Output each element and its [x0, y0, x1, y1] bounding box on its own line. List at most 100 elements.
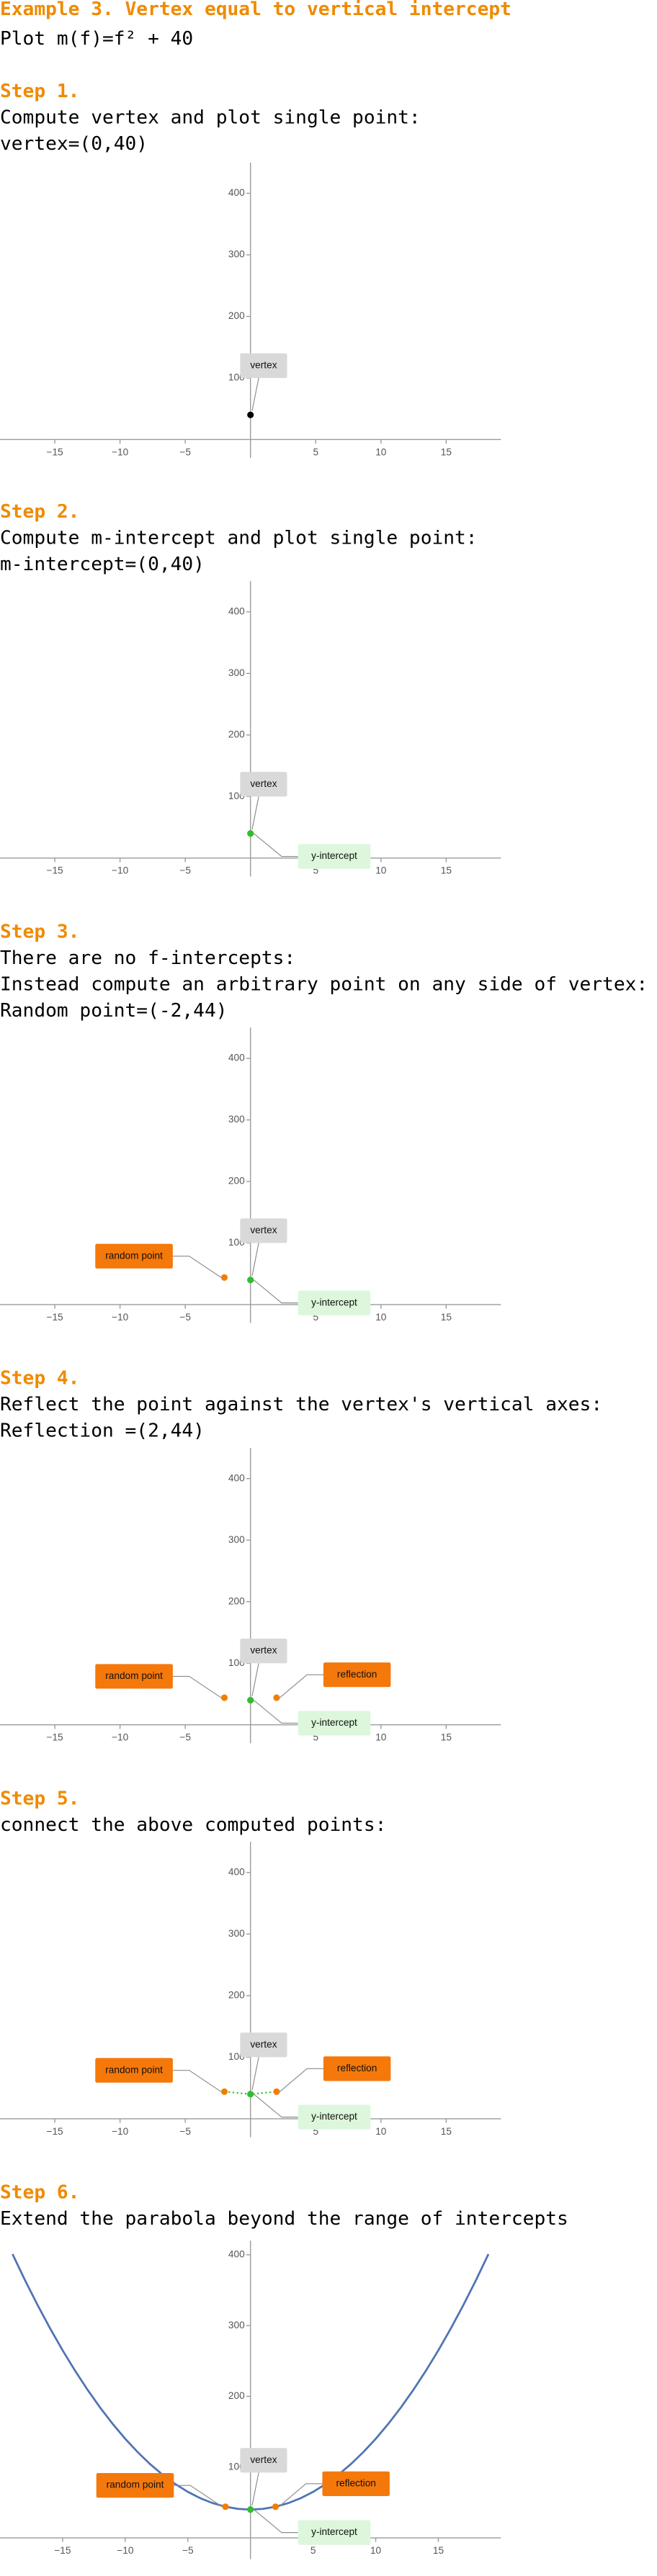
x-tick-label: 15	[433, 2545, 444, 2556]
point	[247, 1696, 254, 1704]
y-tick-label: 300	[228, 1114, 245, 1125]
x-tick-label: −15	[46, 1312, 63, 1323]
point	[220, 1274, 228, 1281]
label-box	[95, 1243, 173, 1269]
step-text: vertex=(0,40)	[0, 133, 148, 155]
leader-line	[280, 2068, 323, 2092]
x-tick-label: −15	[46, 865, 63, 876]
x-tick-label: 10	[370, 2545, 382, 2556]
y-tick-label: 400	[228, 1472, 245, 1483]
x-tick-label: 15	[441, 2126, 452, 2137]
step-text: There are no f-intercepts:	[0, 947, 295, 969]
label-box	[95, 2058, 173, 2083]
step-heading: Step 5.	[0, 1788, 79, 1809]
leader-line	[251, 2472, 259, 2506]
label-box	[240, 353, 287, 378]
x-tick-label: −5	[179, 1732, 191, 1743]
step-text: Random point=(-2,44)	[0, 1000, 228, 1022]
y-tick-label: 200	[228, 729, 245, 739]
x-tick-label: −5	[179, 1312, 191, 1323]
label-box	[298, 2104, 371, 2130]
x-tick-label: 10	[375, 446, 387, 457]
step-heading: Step 4.	[0, 1368, 79, 1390]
leader-line	[253, 833, 298, 857]
label-box	[96, 2473, 174, 2498]
x-tick-label: −15	[54, 2545, 71, 2556]
x-tick-label: 5	[310, 2545, 316, 2556]
point-label: vertex	[250, 778, 277, 789]
step-heading: Step 6.	[0, 2182, 79, 2204]
point	[222, 2503, 229, 2510]
label-box	[323, 2056, 391, 2081]
leader-line	[172, 1256, 222, 1278]
x-tick-label: −5	[179, 2126, 191, 2137]
leader-line	[253, 2094, 298, 2118]
x-tick-label: −5	[179, 865, 191, 876]
x-tick-label: −10	[112, 1732, 129, 1743]
y-tick-label: 300	[228, 2320, 245, 2330]
step-heading: Step 3.	[0, 922, 79, 943]
y-tick-label: 300	[228, 1534, 245, 1545]
step-heading: Step 2.	[0, 501, 79, 523]
x-tick-label: 10	[375, 1732, 387, 1743]
step-text: Instead compute an arbitrary point on an…	[0, 973, 648, 995]
x-tick-label: 15	[441, 865, 452, 876]
point-label: vertex	[250, 2454, 277, 2465]
x-tick-label: −10	[112, 1312, 129, 1323]
label-box	[240, 2448, 287, 2473]
label-box	[298, 2520, 371, 2545]
point-label: random point	[105, 2064, 163, 2075]
x-tick-label: −5	[182, 2545, 194, 2556]
point-label: reflection	[337, 2063, 377, 2073]
leader-line	[253, 1279, 298, 1304]
step-text: Extend the parabola beyond the range of …	[0, 2208, 568, 2230]
y-tick-label: 200	[228, 1176, 245, 1186]
point	[273, 2088, 280, 2095]
point	[220, 2088, 228, 2095]
point-label: y-intercept	[311, 1297, 357, 1307]
y-tick-label: 400	[228, 605, 245, 616]
step-heading: Step 1.	[0, 81, 79, 102]
leader-line	[251, 1663, 259, 1696]
point-label: vertex	[250, 359, 277, 370]
x-tick-label: 5	[313, 446, 318, 457]
point-label: random point	[107, 2480, 164, 2490]
step-text: connect the above computed points:	[0, 1814, 386, 1836]
y-tick-label: 300	[228, 1928, 245, 1939]
x-tick-label: 5	[313, 2126, 318, 2137]
x-tick-label: 15	[441, 1732, 452, 1743]
point-label: random point	[105, 1250, 163, 1261]
leader-line	[172, 2070, 222, 2092]
step-text: Reflection =(2,44)	[0, 1420, 205, 1442]
leader-line	[253, 1700, 298, 1724]
point-label: random point	[105, 1670, 163, 1681]
x-tick-label: 15	[441, 1312, 452, 1323]
step-text: Compute m-intercept and plot single poin…	[0, 527, 478, 549]
y-tick-label: 200	[228, 1595, 245, 1606]
y-tick-label: 400	[228, 187, 245, 198]
step-text: m-intercept=(0,40)	[0, 554, 205, 575]
leader-line	[251, 1243, 259, 1276]
y-tick-label: 300	[228, 249, 245, 260]
leader-line	[251, 2057, 259, 2091]
point-label: y-intercept	[311, 1717, 357, 1728]
x-tick-label: −10	[112, 446, 129, 457]
point-label: y-intercept	[311, 850, 357, 861]
x-tick-label: −10	[112, 2126, 129, 2137]
step-text: Reflect the point against the vertex's v…	[0, 1394, 602, 1415]
leader-line	[174, 2485, 223, 2508]
x-tick-label: 15	[441, 446, 452, 457]
leader-line	[172, 1675, 222, 1698]
x-tick-label: 10	[375, 2126, 387, 2137]
y-tick-label: 200	[228, 310, 245, 321]
point-label: y-intercept	[311, 2526, 357, 2537]
y-tick-label: 400	[228, 1867, 245, 1878]
label-box	[323, 1662, 391, 1688]
leader-line	[251, 377, 259, 411]
label-box	[322, 2471, 390, 2496]
point	[247, 830, 254, 837]
y-tick-label: 200	[228, 2390, 245, 2401]
leader-line	[253, 2509, 298, 2534]
